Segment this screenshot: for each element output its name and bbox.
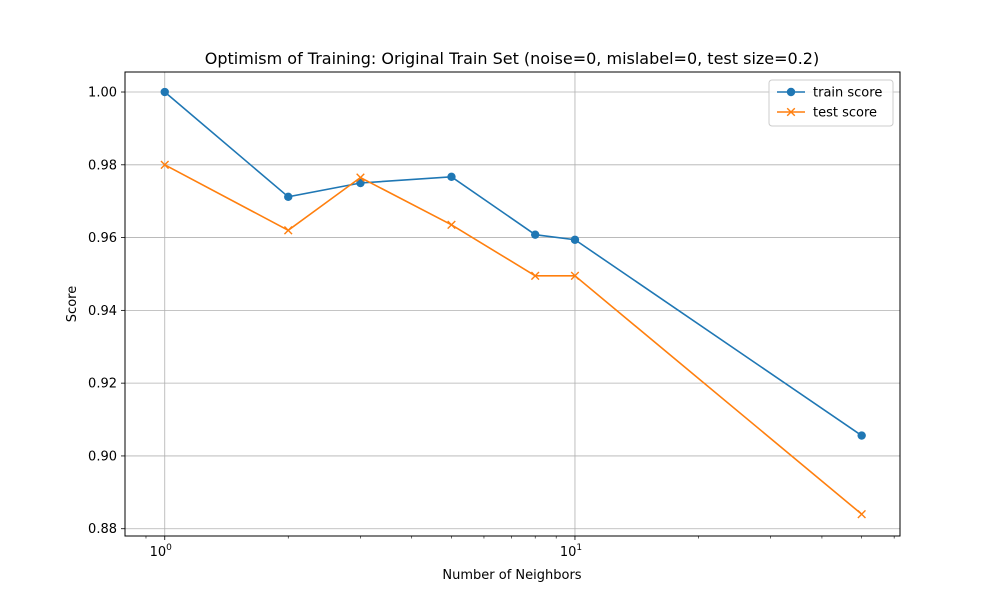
chart-title: Optimism of Training: Original Train Set… — [205, 49, 819, 68]
train-score-point — [447, 172, 456, 182]
x-tick-label: 101 — [560, 543, 582, 560]
test-score-point — [570, 271, 580, 281]
test-score-point — [447, 220, 456, 230]
legend-label: train score — [813, 86, 882, 101]
plot-series — [160, 87, 866, 519]
legend-item: test score — [777, 106, 877, 121]
test-score-point — [283, 226, 293, 235]
y-axis-label: Score — [65, 286, 80, 322]
train-score-point — [531, 230, 540, 239]
y-tick-label: 0.88 — [88, 522, 117, 537]
test-score-point — [160, 160, 170, 170]
test-score-point — [530, 271, 540, 281]
legend: train score test score — [768, 79, 894, 127]
y-tick-label: 0.90 — [88, 449, 117, 464]
train-score-point — [160, 87, 169, 97]
train-score-point — [570, 235, 580, 244]
grid — [125, 72, 900, 536]
x-axis-label: Number of Neighbors — [442, 568, 581, 583]
series-line — [164, 91, 863, 437]
y-tick-label: 0.98 — [88, 158, 117, 173]
test-score-point — [356, 173, 365, 182]
y-tick-label: 1.00 — [88, 86, 117, 101]
y-tick-label: 0.92 — [88, 377, 117, 392]
axis-ticks: 0.88 0.90 0.92 0.94 0.96 0.98 1.00 100 101 — [88, 86, 895, 560]
train-score-point — [284, 192, 293, 202]
train-score-point — [356, 178, 365, 188]
legend-item: train score — [777, 86, 882, 101]
y-tick-label: 0.96 — [88, 231, 117, 246]
legend-label: test score — [813, 106, 877, 121]
plot-frame — [124, 71, 901, 537]
train-score-point — [857, 431, 866, 440]
test-score-point — [857, 509, 866, 519]
x-tick-label: 100 — [150, 543, 173, 560]
y-tick-label: 0.94 — [88, 304, 117, 319]
series-line — [164, 164, 863, 515]
